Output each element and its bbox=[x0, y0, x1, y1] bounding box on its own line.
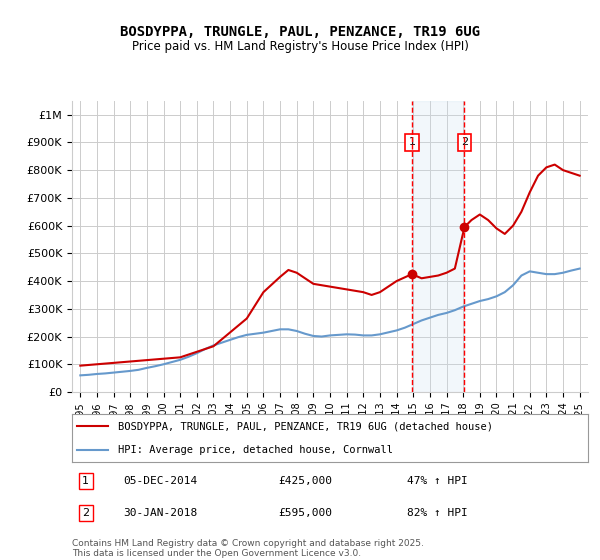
Text: BOSDYPPA, TRUNGLE, PAUL, PENZANCE, TR19 6UG (detached house): BOSDYPPA, TRUNGLE, PAUL, PENZANCE, TR19 … bbox=[118, 421, 493, 431]
Text: HPI: Average price, detached house, Cornwall: HPI: Average price, detached house, Corn… bbox=[118, 445, 394, 455]
Text: 2: 2 bbox=[461, 137, 468, 147]
Text: 1: 1 bbox=[409, 137, 415, 147]
Text: BOSDYPPA, TRUNGLE, PAUL, PENZANCE, TR19 6UG: BOSDYPPA, TRUNGLE, PAUL, PENZANCE, TR19 … bbox=[120, 25, 480, 39]
Text: Price paid vs. HM Land Registry's House Price Index (HPI): Price paid vs. HM Land Registry's House … bbox=[131, 40, 469, 53]
Text: £595,000: £595,000 bbox=[278, 508, 332, 518]
Text: Contains HM Land Registry data © Crown copyright and database right 2025.
This d: Contains HM Land Registry data © Crown c… bbox=[72, 539, 424, 558]
Text: 2: 2 bbox=[82, 508, 89, 518]
Bar bbox=[412, 101, 464, 392]
Text: 47% ↑ HPI: 47% ↑ HPI bbox=[407, 476, 468, 486]
Text: 1: 1 bbox=[82, 476, 89, 486]
Text: 30-JAN-2018: 30-JAN-2018 bbox=[124, 508, 198, 518]
Text: £425,000: £425,000 bbox=[278, 476, 332, 486]
Text: 05-DEC-2014: 05-DEC-2014 bbox=[124, 476, 198, 486]
Text: 82% ↑ HPI: 82% ↑ HPI bbox=[407, 508, 468, 518]
